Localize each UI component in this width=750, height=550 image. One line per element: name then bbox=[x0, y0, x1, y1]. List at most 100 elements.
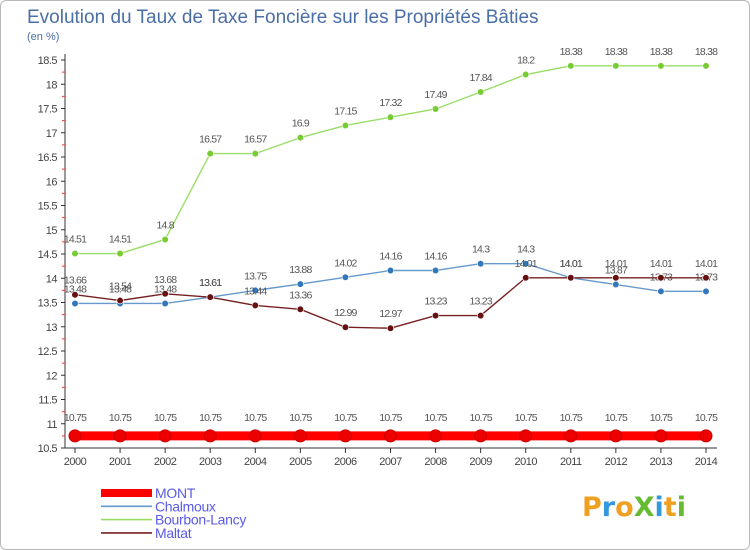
data-label: 13.48 bbox=[109, 283, 132, 295]
data-label: 14.8 bbox=[157, 219, 175, 231]
data-point bbox=[657, 287, 665, 295]
data-label: 14.01 bbox=[650, 258, 673, 270]
data-label: 17.49 bbox=[424, 89, 447, 101]
data-label: 10.75 bbox=[379, 412, 402, 424]
y-tick-label: 15.5 bbox=[38, 201, 58, 213]
legend-label: Maltat bbox=[155, 525, 192, 541]
data-label: 10.75 bbox=[695, 412, 718, 424]
data-point bbox=[206, 293, 214, 301]
data-label: 14.3 bbox=[517, 244, 535, 256]
x-tick-label: 2010 bbox=[514, 456, 537, 468]
data-point bbox=[341, 121, 350, 130]
data-point bbox=[68, 429, 82, 443]
legend-item-chalmoux: Chalmoux bbox=[101, 498, 216, 514]
data-label: 13.68 bbox=[154, 274, 177, 286]
data-label: 13.54 bbox=[109, 281, 132, 293]
data-point bbox=[564, 429, 578, 443]
data-point bbox=[702, 287, 710, 295]
data-point bbox=[161, 235, 169, 244]
x-tick-label: 2007 bbox=[379, 456, 402, 468]
data-label: 14.01 bbox=[560, 258, 583, 270]
series-bourbon-lancy: 14.51 14.51 14.8 16.57 16.57 16.9 17.15 17.32 17… bbox=[64, 46, 719, 258]
data-label: 10.75 bbox=[650, 412, 673, 424]
data-point bbox=[71, 249, 79, 258]
y-tick-label: 14.5 bbox=[38, 249, 58, 261]
legend-label: MONT bbox=[155, 485, 196, 501]
data-label: 17.15 bbox=[334, 105, 357, 117]
data-label: 13.88 bbox=[289, 264, 312, 276]
data-point bbox=[702, 274, 710, 282]
data-point bbox=[386, 113, 395, 121]
data-point bbox=[519, 429, 533, 443]
y-tick-label: 13.5 bbox=[38, 298, 58, 310]
data-point bbox=[251, 286, 259, 294]
data-point bbox=[431, 311, 440, 320]
data-label: 13.61 bbox=[199, 277, 222, 289]
series-mont: 10.75 10.75 10.75 10.75 10.75 10.75 10.75 10.75… bbox=[64, 412, 719, 443]
data-label: 10.75 bbox=[334, 412, 357, 424]
data-point bbox=[522, 274, 530, 282]
data-point bbox=[474, 429, 488, 443]
data-label: 14.01 bbox=[515, 258, 538, 270]
x-tick-label: 2003 bbox=[199, 456, 222, 468]
data-point bbox=[657, 274, 665, 282]
x-tick-label: 2002 bbox=[154, 456, 177, 468]
data-label: 18.38 bbox=[560, 46, 583, 58]
data-label: 17.32 bbox=[379, 97, 402, 109]
y-tick-label: 12 bbox=[46, 370, 58, 382]
data-label: 17.84 bbox=[470, 72, 493, 84]
y-tick-label: 10.5 bbox=[38, 443, 58, 455]
y-tick-label: 17.5 bbox=[38, 104, 58, 116]
data-label: 14.01 bbox=[695, 258, 718, 270]
data-label: 14.16 bbox=[379, 250, 402, 262]
data-point bbox=[386, 324, 395, 332]
y-tick-label: 12.5 bbox=[38, 346, 58, 358]
x-tick-label: 2000 bbox=[64, 456, 87, 468]
y-tick-label: 14 bbox=[46, 273, 58, 285]
chart-title: Evolution du Taux de Taxe Foncière sur l… bbox=[27, 7, 539, 28]
data-label: 14.01 bbox=[605, 258, 628, 270]
y-tick-label: 13 bbox=[46, 322, 58, 334]
data-label: 13.66 bbox=[64, 275, 87, 287]
data-label: 13.87 bbox=[605, 265, 628, 277]
series-maltat: 13.66 13.54 13.68 13.61 13.44 13.36 12.99 12.97… bbox=[64, 258, 719, 332]
data-label: 18.38 bbox=[650, 46, 673, 58]
data-label: 12.99 bbox=[334, 307, 357, 319]
data-point bbox=[477, 311, 485, 320]
y-tick-label: 11.5 bbox=[38, 395, 57, 407]
data-point bbox=[702, 62, 710, 70]
data-label: 12.97 bbox=[379, 308, 402, 320]
legend-item-bourbon-lancy: Bourbon-Lancy bbox=[101, 512, 247, 528]
data-point bbox=[477, 88, 485, 96]
legend-label: Bourbon-Lancy bbox=[155, 512, 246, 528]
x-tick-label: 2012 bbox=[605, 456, 628, 468]
data-label: 10.75 bbox=[470, 412, 493, 424]
data-point bbox=[384, 429, 397, 443]
y-tick-label: 11 bbox=[47, 419, 58, 431]
y-tick-label: 18.5 bbox=[38, 55, 58, 67]
data-point bbox=[161, 299, 169, 308]
data-point bbox=[116, 296, 124, 305]
data-label: 13.75 bbox=[244, 270, 267, 282]
data-point bbox=[116, 249, 124, 258]
data-point bbox=[296, 280, 304, 288]
data-point bbox=[609, 429, 623, 443]
data-label: 14.3 bbox=[472, 244, 490, 256]
data-label: 13.61 bbox=[199, 277, 222, 289]
data-point bbox=[251, 301, 259, 310]
data-point bbox=[71, 291, 79, 299]
data-label: 16.9 bbox=[292, 118, 310, 130]
data-point bbox=[429, 429, 443, 443]
data-label: 10.75 bbox=[424, 412, 447, 424]
x-tick-label: 2014 bbox=[695, 456, 718, 468]
data-label: 10.75 bbox=[515, 412, 538, 424]
x-tick-label: 2004 bbox=[244, 456, 267, 468]
data-point bbox=[654, 429, 668, 443]
data-point bbox=[113, 429, 127, 443]
x-tick-label: 2005 bbox=[289, 456, 312, 468]
data-label: 10.75 bbox=[64, 412, 87, 424]
data-point bbox=[567, 274, 575, 282]
x-tick-label: 2013 bbox=[650, 456, 673, 468]
